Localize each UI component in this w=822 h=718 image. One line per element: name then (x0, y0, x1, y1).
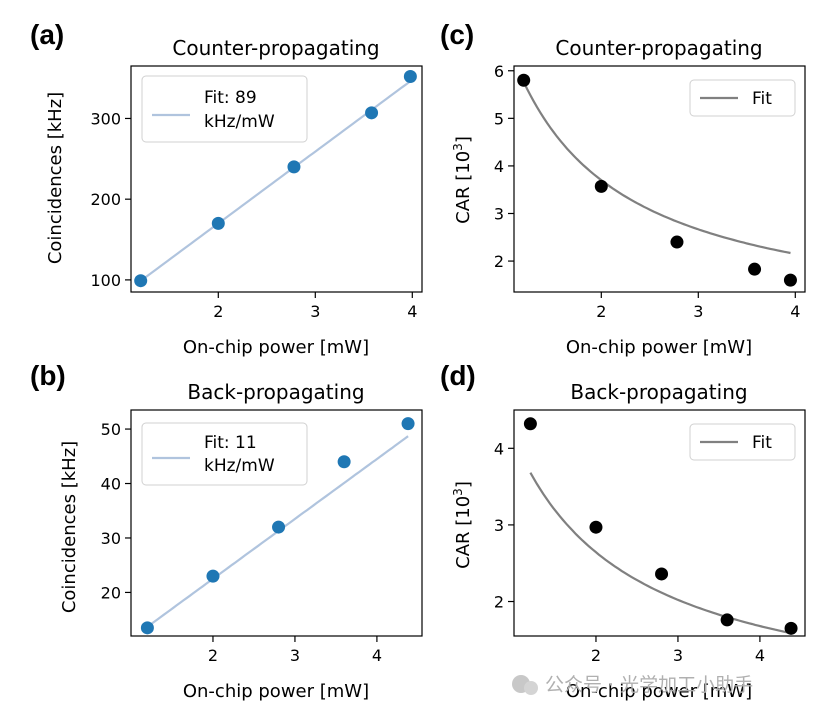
panel-label-a: (a) (30, 19, 64, 50)
chart-a-ytick-label-100: 100 (90, 271, 121, 290)
chart-b-point-0 (140, 621, 154, 635)
chart-d-ylabel-main: CAR [10 (453, 496, 474, 569)
chart-c-ytick-label-3: 3 (494, 204, 504, 223)
chart-c-legend-box (689, 79, 796, 117)
chart-b-title: Back-propagating (187, 380, 364, 404)
chart-c-legend-text-0: Fit (752, 89, 772, 109)
chart-a-xlabel: On-chip power [mW] (183, 337, 369, 358)
watermark: 公众号 · 光学加工小助手 (512, 674, 753, 696)
chart-a-legend-box (141, 75, 308, 143)
chart-d-xtick-label-4: 4 (755, 646, 765, 665)
chart-b-ytick-label-40: 40 (101, 475, 121, 494)
chart-b-xtick-label-2: 2 (208, 646, 218, 665)
chart-c-ytick-label-5: 5 (494, 109, 504, 128)
chart-d-point-3 (720, 613, 734, 627)
chart-b-point-3 (337, 455, 351, 469)
chart-d-ytick-label-3: 3 (494, 516, 504, 535)
chart-a-title: Counter-propagating (172, 36, 379, 60)
chart-d-frame (513, 409, 806, 637)
chart-a-ytick-label-300: 300 (90, 109, 121, 128)
chart-d-ylabel-end: ] (453, 481, 474, 488)
chart-a-xtick-label-2: 2 (213, 302, 223, 321)
chart-b-legend-text-0: Fit: 11 (204, 433, 257, 453)
chart-b-xtick-label-3: 3 (290, 646, 300, 665)
chart-c-xtick-label-4: 4 (790, 302, 800, 321)
chart-d-xtick-label-3: 3 (673, 646, 683, 665)
chart-c-ytick-label-4: 4 (494, 157, 504, 176)
chart-a-frame (130, 65, 423, 293)
panel-label-b: (b) (30, 360, 66, 391)
chart-d-title: Back-propagating (570, 380, 747, 404)
chart-a-xtick-label-3: 3 (310, 302, 320, 321)
chart-c-point-1 (594, 179, 608, 193)
wechat-icon-bubble (524, 681, 538, 695)
chart-b-point-4 (401, 417, 415, 431)
chart-c-point-0 (517, 73, 531, 87)
panel-label-c: (c) (440, 19, 474, 50)
chart-d-legend-box (689, 423, 796, 461)
watermark-text: 公众号 · 光学加工小助手 (545, 674, 753, 696)
chart-a-point-4 (403, 69, 417, 83)
chart-b-legend-text-1: kHz/mW (204, 456, 275, 476)
chart-b-ytick-label-50: 50 (101, 420, 121, 439)
chart-d-legend-text-0: Fit (752, 433, 772, 453)
chart-a-point-3 (365, 106, 379, 120)
charts-layer: 2 3 4 100 200 300 Fit: 89 kHz/mW 2 3 4 20 30 40 50 Fit:… (90, 62, 806, 665)
chart-a-legend-text-0: Fit: 89 (204, 88, 257, 108)
chart-d-point-0 (523, 417, 537, 431)
chart-c-frame (513, 65, 806, 293)
chart-b-point-2 (272, 520, 286, 534)
chart-c-xtick-label-3: 3 (693, 302, 703, 321)
chart-c-ylabel: CAR [103] (451, 136, 474, 224)
chart-b-xlabel: On-chip power [mW] (183, 681, 369, 702)
chart-b-point-1 (206, 569, 220, 583)
chart-c-ylabel-sup: 3 (451, 143, 465, 151)
chart-b-xtick-label-4: 4 (372, 646, 382, 665)
chart-a-legend-text-1: kHz/mW (204, 112, 275, 132)
chart-d-ylabel-sup: 3 (451, 488, 465, 496)
chart-c-ytick-label-6: 6 (494, 62, 504, 81)
panel-label-d: (d) (440, 360, 476, 391)
chart-a-ylabel: Coincidences [kHz] (45, 92, 66, 264)
chart-c-point-3 (748, 262, 762, 276)
chart-a-point-1 (211, 216, 225, 230)
chart-d-point-4 (784, 621, 798, 635)
chart-a-ytick-label-200: 200 (90, 190, 121, 209)
chart-a-point-2 (287, 160, 301, 174)
chart-c-point-2 (670, 235, 684, 249)
chart-c-ylabel-main: CAR [10 (453, 151, 474, 224)
chart-b-frame (130, 409, 423, 637)
chart-d-xtick-label-2: 2 (591, 646, 601, 665)
chart-b-legend-box (141, 422, 308, 486)
chart-d-point-2 (655, 567, 669, 581)
chart-b-ylabel: Coincidences [kHz] (59, 441, 80, 613)
chart-c-fit-line (522, 81, 791, 255)
chart-d-fit-line (529, 472, 792, 635)
chart-c-point-4 (783, 273, 797, 287)
chart-c-ytick-label-2: 2 (494, 252, 504, 271)
chart-d-ytick-label-2: 2 (494, 593, 504, 612)
chart-a-xtick-label-4: 4 (407, 302, 417, 321)
chart-d-ytick-label-4: 4 (494, 439, 504, 458)
chart-b-ytick-label-20: 20 (101, 583, 121, 602)
chart-c-title: Counter-propagating (555, 36, 762, 60)
chart-c-ylabel-end: ] (453, 136, 474, 143)
chart-c-xtick-label-2: 2 (596, 302, 606, 321)
chart-d-xlabel: On-chip power [mW] (566, 681, 752, 702)
chart-b-ytick-label-30: 30 (101, 529, 121, 548)
chart-c-xlabel: On-chip power [mW] (566, 337, 752, 358)
chart-d-ylabel: CAR [103] (451, 481, 474, 569)
chart-d-point-1 (589, 520, 603, 534)
chart-a-point-0 (134, 274, 148, 288)
